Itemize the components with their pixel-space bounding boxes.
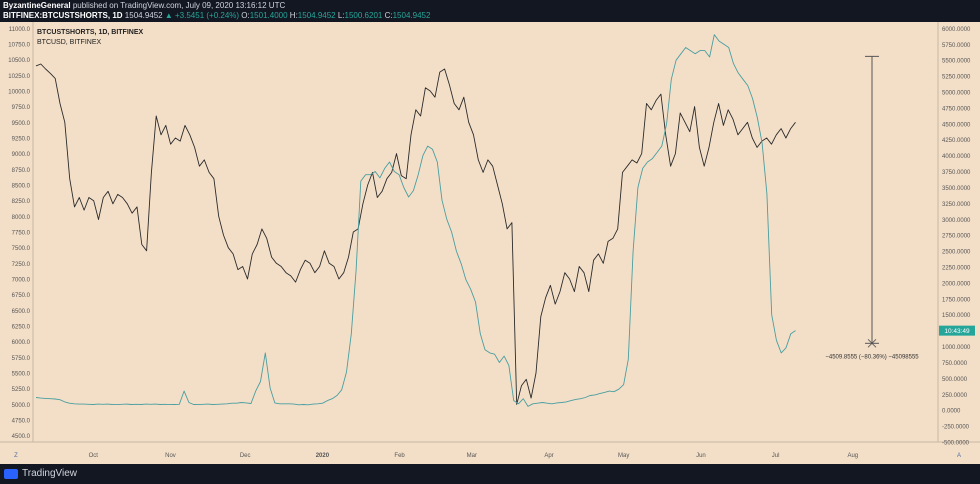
right-tick-label: 4000.0000	[942, 154, 971, 160]
low-value: 1500.6201	[344, 11, 383, 20]
right-tick-label: 4250.0000	[942, 138, 971, 144]
left-tick-label: 8000.0	[12, 215, 31, 221]
left-tick-label: 11000.0	[9, 27, 31, 33]
right-tick-label: 750.0000	[942, 361, 968, 367]
x-tick-label: Oct	[89, 453, 99, 459]
right-tick-label: 2500.0000	[942, 250, 971, 256]
left-tick-label: 9500.0	[12, 121, 31, 127]
high-value: 1504.9452	[297, 11, 336, 20]
x-tick-label: May	[618, 453, 629, 459]
right-tick-label: 4500.0000	[942, 122, 971, 128]
published-text: published on TradingView.com, July 09, 2…	[72, 1, 286, 10]
x-tick-label: Jul	[772, 453, 780, 459]
left-tick-label: 6250.0	[12, 325, 31, 331]
right-tick-label: 2750.0000	[942, 234, 971, 240]
x-tick-label: Jun	[696, 453, 706, 459]
last-price-badge-text: 10:43:49	[944, 328, 970, 335]
right-tick-label: 1500.0000	[942, 313, 971, 319]
high-label: H:	[289, 11, 298, 20]
left-tick-label: 6750.0	[12, 293, 31, 299]
auto-scale-toggle-right[interactable]: A	[957, 453, 961, 459]
left-tick-label: 10500.0	[8, 58, 30, 64]
left-tick-label: 4750.0	[12, 419, 31, 425]
left-tick-label: 7750.0	[12, 231, 31, 237]
right-tick-label: 3250.0000	[942, 202, 971, 208]
last-price-badge	[939, 325, 975, 336]
right-tick-label: 3500.0000	[942, 186, 971, 192]
left-tick-label: 7000.0	[12, 278, 31, 284]
left-tick-label: 5000.0	[12, 403, 31, 409]
close-value: 1504.9452	[392, 11, 431, 20]
left-tick-label: 6000.0	[12, 340, 31, 346]
left-tick-label: 9750.0	[12, 105, 31, 111]
price-chart[interactable]: 11000.0 10750.0 10500.0 10250.0 10000.0 9750.…	[0, 22, 980, 464]
right-tick-label: 2250.0000	[942, 266, 971, 272]
tradingview-brand[interactable]: TradingView	[4, 468, 77, 479]
right-tick-label: -250.0000	[942, 425, 970, 431]
publisher-name[interactable]: ByzantineGeneral	[3, 1, 71, 10]
right-tick-label: 3000.0000	[942, 218, 971, 224]
legend-shorts[interactable]: BTCUSTSHORTS, 1D, BITFINEX	[37, 29, 144, 36]
series-line-btcustshorts[interactable]	[35, 34, 796, 407]
x-tick-label: 2020	[316, 453, 330, 459]
left-tick-label: 8250.0	[12, 199, 31, 205]
footer-bar: TradingView	[0, 464, 980, 484]
symbol-info: BITFINEX:BTCUSTSHORTS, 1D 1504.9452 ▲ +3…	[3, 11, 430, 20]
brand-text: TradingView	[22, 468, 78, 479]
measure-x-icon-b	[867, 339, 877, 348]
last-price: 1504.9452	[124, 11, 163, 20]
left-tick-label: 5250.0	[12, 387, 31, 393]
x-tick-label: Feb	[394, 453, 405, 459]
left-axis-background[interactable]	[0, 22, 33, 442]
measure-label: −4509.8555 (−80.36%) −45098555	[825, 354, 919, 360]
left-tick-label: 4500.0	[12, 434, 31, 440]
right-tick-label: 4750.0000	[942, 106, 971, 112]
right-tick-label: 1000.0000	[942, 345, 971, 351]
right-tick-label: 5500.0000	[942, 59, 971, 65]
x-tick-label: Apr	[544, 453, 553, 459]
left-tick-label: 6500.0	[12, 309, 31, 315]
series-line-btcusd[interactable]	[35, 63, 796, 405]
left-tick-label: 9000.0	[12, 152, 31, 158]
right-tick-label: 500.0000	[942, 377, 968, 383]
left-tick-label: 8500.0	[12, 183, 31, 189]
close-label: C:	[384, 11, 393, 20]
symbol-name[interactable]: BITFINEX:BTCUSTSHORTS, 1D	[3, 11, 123, 20]
price-change: ▲ +3.5451 (+0.24%)	[164, 11, 240, 20]
right-tick-label: 2000.0000	[942, 281, 971, 287]
right-tick-label: -500.0000	[942, 441, 970, 447]
left-tick-label: 9250.0	[12, 136, 31, 142]
low-label: L:	[337, 11, 345, 20]
right-tick-label: 6000.0000	[942, 27, 971, 33]
left-tick-label: 5500.0	[12, 372, 31, 378]
header-bar: ByzantineGeneral published on TradingVie…	[0, 0, 980, 22]
legend-btcusd[interactable]: BTCUSD, BITFINEX	[37, 39, 102, 46]
x-tick-label: Mar	[467, 453, 477, 459]
open-label: O:	[241, 11, 250, 20]
right-tick-label: 1750.0000	[942, 297, 971, 303]
open-value: 1501.4000	[249, 11, 288, 20]
right-tick-label: 250.0000	[942, 393, 968, 399]
tradingview-logo-icon	[4, 468, 18, 479]
left-tick-label: 10750.0	[8, 42, 30, 48]
left-tick-label: 7250.0	[12, 262, 31, 268]
left-tick-label: 7500.0	[12, 246, 31, 252]
right-tick-label: 5250.0000	[942, 75, 971, 81]
right-tick-label: 5000.0000	[942, 91, 971, 97]
left-tick-label: 5750.0	[12, 356, 31, 362]
publish-info: ByzantineGeneral published on TradingVie…	[3, 1, 285, 10]
left-tick-label: 10250.0	[8, 74, 30, 80]
right-tick-label: 5750.0000	[942, 43, 971, 49]
right-tick-label: 0.0000	[942, 409, 961, 415]
x-tick-label: Aug	[847, 453, 858, 459]
right-axis-background[interactable]	[938, 22, 980, 442]
x-tick-label: Nov	[165, 453, 176, 459]
right-tick-label: 3750.0000	[942, 170, 971, 176]
left-tick-label: 8750.0	[12, 168, 31, 174]
left-tick-label: 10000.0	[8, 89, 30, 95]
x-tick-label: Dec	[240, 453, 251, 459]
time-axis-background[interactable]	[0, 442, 980, 464]
auto-scale-toggle[interactable]: Z	[14, 453, 18, 459]
plot-background	[33, 22, 938, 442]
